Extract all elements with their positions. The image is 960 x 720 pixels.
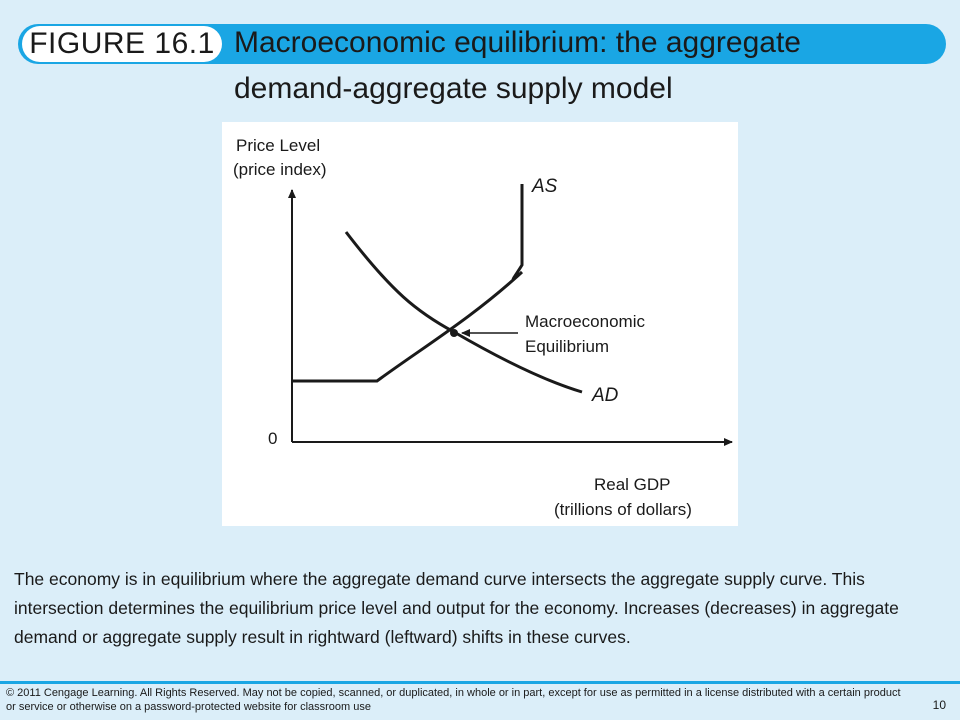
- page-number: 10: [932, 698, 946, 712]
- equilibrium-point: [450, 329, 458, 337]
- x-axis-label-line2: (trillions of dollars): [554, 500, 692, 519]
- ad-as-diagram: Price Level (price index) 0 Real GDP (tr…: [222, 122, 738, 526]
- copyright-notice: © 2011 Cengage Learning. All Rights Rese…: [6, 687, 901, 713]
- y-axis-label-line1: Price Level: [236, 136, 320, 155]
- slide-title-line2: demand-aggregate supply model: [234, 72, 673, 105]
- footer-divider: [0, 681, 960, 684]
- y-axis-label-line2: (price index): [233, 160, 327, 179]
- origin-label: 0: [268, 429, 277, 448]
- equilibrium-label-line1: Macroeconomic: [525, 312, 645, 331]
- equilibrium-label-line2: Equilibrium: [525, 337, 609, 356]
- figure-label: FIGURE 16.1: [22, 26, 222, 62]
- ad-as-diagram-svg: Price Level (price index) 0 Real GDP (tr…: [233, 136, 733, 519]
- ad-curve-label: AD: [591, 385, 619, 406]
- as-curve-label: AS: [531, 176, 558, 197]
- slide-title-line1: Macroeconomic equilibrium: the aggregate: [234, 26, 801, 59]
- figure-caption: The economy is in equilibrium where the …: [14, 569, 899, 647]
- as-curve: [292, 184, 524, 383]
- x-axis-label-line1: Real GDP: [594, 475, 671, 494]
